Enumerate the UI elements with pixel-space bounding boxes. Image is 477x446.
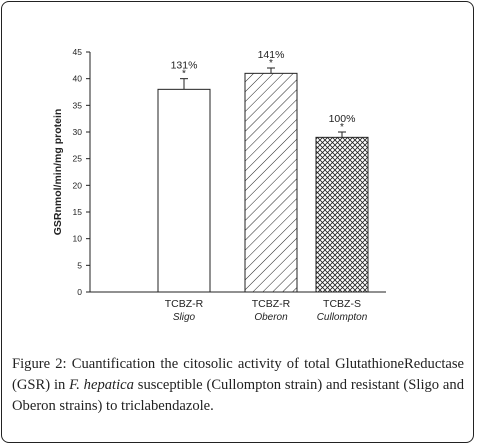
- y-tick-label: 45: [73, 47, 83, 57]
- y-tick-label: 35: [73, 100, 83, 110]
- caption-species: F. hepatica: [69, 377, 134, 393]
- y-tick-label: 10: [73, 234, 83, 244]
- bars: *131% *141%*100%: [157, 49, 369, 293]
- bar-percent-label: 141%: [258, 49, 285, 61]
- bar-percent-label: 100%: [329, 113, 356, 125]
- y-ticks: 0 5 10 15 20 25 30 35 40 45: [73, 47, 90, 297]
- significance-marker: *: [182, 69, 186, 80]
- bar: [315, 136, 369, 293]
- y-tick-label: 0: [77, 287, 82, 297]
- category-label: TCBZ-R: [165, 298, 204, 310]
- y-axis-label: GSRnmol/min/mg protein: [52, 109, 64, 236]
- y-tick-label: 20: [73, 180, 83, 190]
- y-tick-label: 40: [73, 74, 83, 84]
- bar-chart: GSRnmol/min/mg protein 0 5 10 15 20 25 30 35 40 4…: [52, 47, 386, 323]
- caption-text-2: susceptible (Cullompton strain) and resi…: [12, 377, 464, 414]
- significance-marker: *: [340, 122, 344, 133]
- y-tick-label: 25: [73, 154, 83, 164]
- y-tick-label: 30: [73, 127, 83, 137]
- y-tick-label: 15: [73, 207, 83, 217]
- caption-label: Figure 2:: [12, 356, 67, 372]
- category-label: TCBZ-R: [252, 298, 291, 310]
- category-sublabel: Sligo: [173, 312, 196, 323]
- caption-text-1: Cuantification the citosolic activity of…: [12, 356, 465, 393]
- bar-percent-label: 131%: [171, 60, 198, 72]
- bar: [244, 72, 298, 293]
- y-tick-label: 5: [77, 260, 82, 270]
- significance-marker: *: [269, 58, 273, 69]
- category-label: TCBZ-S: [323, 298, 361, 310]
- category-sublabel: Oberon: [254, 312, 288, 323]
- category-labels: TCBZ-R Sligo TCBZ-R Oberon TCBZ-S Cullompton: [165, 298, 368, 323]
- figure-caption: Figure 2: Cuantification the citosolic a…: [12, 354, 464, 417]
- bar: [157, 88, 211, 293]
- category-sublabel: Cullompton: [317, 312, 368, 323]
